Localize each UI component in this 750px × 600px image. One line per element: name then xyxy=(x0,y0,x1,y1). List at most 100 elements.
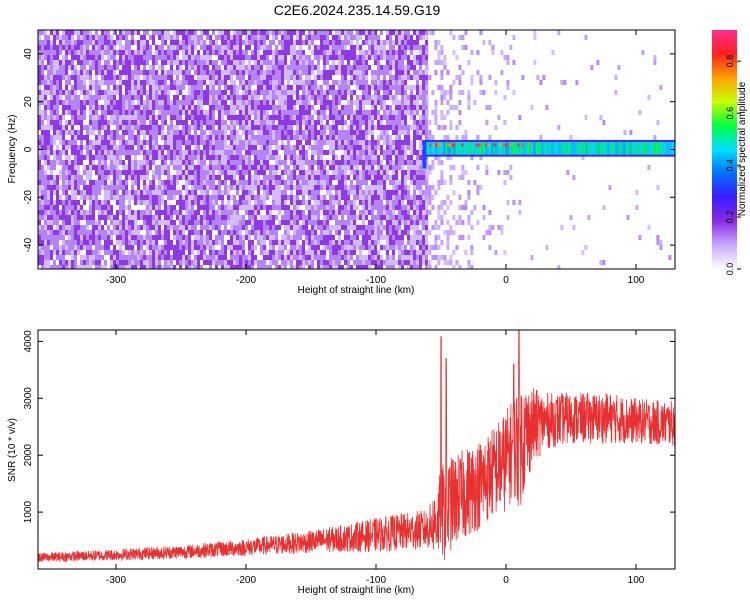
heatmap-cell xyxy=(143,170,146,175)
heatmap-cell xyxy=(158,195,161,200)
heatmap-cell xyxy=(386,150,389,155)
heatmap-cell xyxy=(107,100,110,105)
heatmap-cell xyxy=(116,115,119,120)
heatmap-cell xyxy=(257,265,260,269)
heatmap-cell xyxy=(284,230,287,235)
heatmap-cell xyxy=(155,185,158,190)
heatmap-cell xyxy=(197,165,200,170)
heatmap-cell xyxy=(317,215,320,220)
heatmap-cell xyxy=(383,175,386,180)
heatmap-cell xyxy=(83,45,86,50)
heatmap-cell xyxy=(353,135,356,140)
heatmap-cell xyxy=(338,185,341,190)
heatmap-cell xyxy=(368,50,371,55)
heatmap-cell xyxy=(302,170,305,175)
heatmap-cell xyxy=(293,100,296,105)
heatmap-cell xyxy=(47,80,50,85)
heatmap-cell xyxy=(134,190,137,195)
heatmap-cell xyxy=(209,250,212,255)
heatmap-cell xyxy=(326,125,329,130)
heatmap-cell xyxy=(203,110,206,115)
heatmap-cell xyxy=(47,225,50,230)
heatmap-cell xyxy=(59,260,62,265)
heatmap-cell xyxy=(389,30,392,35)
heatmap-cell xyxy=(209,70,212,75)
heatmap-cell xyxy=(332,60,335,65)
heatmap-cell xyxy=(254,180,257,185)
heatmap-cell xyxy=(242,235,245,240)
heatmap-cell xyxy=(239,95,242,100)
heatmap-cell xyxy=(230,160,233,165)
heatmap-cell xyxy=(137,140,140,145)
heatmap-cell xyxy=(347,150,350,155)
heatmap-cell xyxy=(266,75,269,80)
heatmap-cell xyxy=(89,115,92,120)
heatmap-cell xyxy=(236,180,239,185)
heatmap-cell xyxy=(137,240,140,245)
heatmap-cell xyxy=(95,235,98,240)
heatmap-cell xyxy=(89,50,92,55)
heatmap-cell xyxy=(185,45,188,50)
heatmap-cell xyxy=(77,240,80,245)
heatmap-cell xyxy=(224,265,227,269)
heatmap-cell xyxy=(140,215,143,220)
heatmap-cell xyxy=(65,70,68,75)
heatmap-cell xyxy=(173,35,176,40)
heatmap-cell xyxy=(296,235,299,240)
heatmap-cell xyxy=(128,210,131,215)
heatmap-cell xyxy=(371,35,374,40)
heatmap-cell xyxy=(152,195,155,200)
heatmap-cell xyxy=(236,100,239,105)
heatmap-cell xyxy=(341,55,344,60)
heatmap-cell xyxy=(182,205,185,210)
heatmap-cell xyxy=(314,220,317,225)
heatmap-cell xyxy=(116,35,119,40)
heatmap-cell xyxy=(152,125,155,130)
heatmap-cell xyxy=(92,60,95,65)
heatmap-cell xyxy=(149,125,152,130)
heatmap-cell xyxy=(200,250,203,255)
heatmap-cell xyxy=(344,75,347,80)
heatmap-cell xyxy=(44,40,47,45)
heatmap-cell xyxy=(167,235,170,240)
heatmap-cell xyxy=(125,110,128,115)
heatmap-cell xyxy=(164,140,167,145)
heatmap-cell xyxy=(164,230,167,235)
heatmap-cell xyxy=(218,80,221,85)
heatmap-cell xyxy=(170,185,173,190)
heatmap-cell xyxy=(77,115,80,120)
heatmap-cell xyxy=(98,35,101,40)
heatmap-cell xyxy=(362,140,365,145)
heatmap-cell xyxy=(158,55,161,60)
heatmap-cell xyxy=(56,125,59,130)
heatmap-cell xyxy=(356,145,359,150)
heatmap-cell xyxy=(323,60,326,65)
heatmap-cell xyxy=(323,140,326,145)
heatmap-cell xyxy=(98,215,101,220)
heatmap-cell xyxy=(353,55,356,60)
heatmap-cell xyxy=(257,95,260,100)
heatmap-cell xyxy=(89,195,92,200)
heatmap-cell xyxy=(371,220,374,225)
heatmap-cell xyxy=(185,215,188,220)
heatmap-cell xyxy=(299,155,302,160)
heatmap-cell xyxy=(257,100,260,105)
heatmap-cell xyxy=(41,65,44,70)
heatmap-cell xyxy=(389,125,392,130)
heatmap-cell xyxy=(182,185,185,190)
heatmap-cell xyxy=(200,230,203,235)
heatmap-cell xyxy=(137,150,140,155)
heatmap-cell xyxy=(146,140,149,145)
heatmap-cell xyxy=(131,150,134,155)
heatmap-cell xyxy=(131,105,134,110)
heatmap-cell xyxy=(113,195,116,200)
heatmap-cell xyxy=(314,145,317,150)
heatmap-cell xyxy=(356,165,359,170)
heatmap-cell xyxy=(128,245,131,250)
heatmap-cell xyxy=(389,165,392,170)
heatmap-cell xyxy=(170,110,173,115)
heatmap-cell xyxy=(236,55,239,60)
heatmap-cell xyxy=(269,115,272,120)
heatmap-cell xyxy=(386,55,389,60)
heatmap-cell xyxy=(341,210,344,215)
